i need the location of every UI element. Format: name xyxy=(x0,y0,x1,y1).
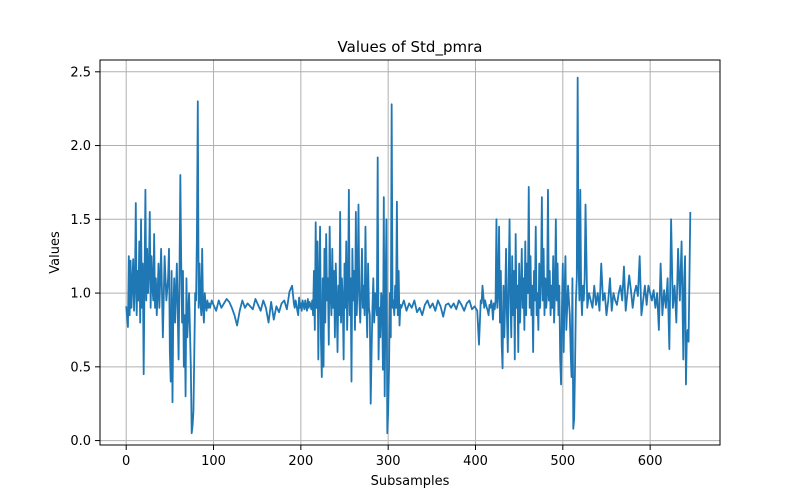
y-tick-label: 0.5 xyxy=(70,360,91,375)
x-tick-label: 200 xyxy=(288,454,313,469)
y-axis-label: Values xyxy=(48,231,63,274)
y-tick-label: 1.5 xyxy=(70,213,91,228)
y-axis-ticks: 0.0 0.5 1.0 1.5 2.0 2.5 xyxy=(70,65,100,449)
grid-lines xyxy=(100,60,720,445)
x-tick-label: 100 xyxy=(201,454,226,469)
y-tick-label: 1.0 xyxy=(70,287,91,302)
y-tick-label: 0.0 xyxy=(70,434,91,449)
x-axis-label: Subsamples xyxy=(371,474,450,489)
series-line xyxy=(125,76,692,435)
x-tick-label: 600 xyxy=(638,454,663,469)
x-tick-label: 300 xyxy=(376,454,401,469)
chart-title: Values of Std_pmra xyxy=(338,38,483,57)
y-tick-label: 2.5 xyxy=(70,65,91,80)
x-tick-label: 400 xyxy=(463,454,488,469)
x-tick-label: 500 xyxy=(550,454,575,469)
x-axis-ticks: 0 100 200 300 400 500 600 xyxy=(122,445,663,469)
plot-frame xyxy=(99,59,721,446)
x-tick-label: 0 xyxy=(122,454,130,469)
y-tick-label: 2.0 xyxy=(70,139,91,154)
